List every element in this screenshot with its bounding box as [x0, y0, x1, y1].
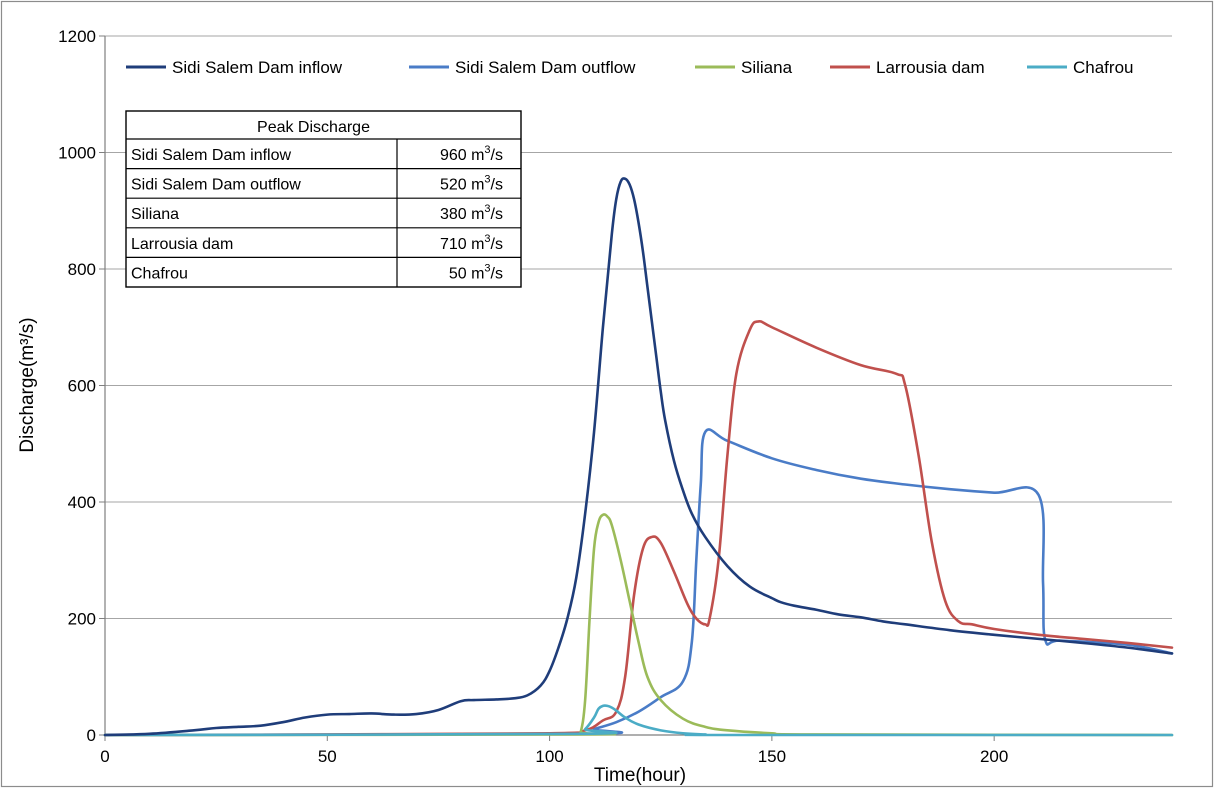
y-tick-label-1200: 1200 [58, 27, 96, 46]
y-axis-title: Discharge(m³/s) [17, 317, 38, 452]
table-cell-value: 960 m3/s [440, 144, 503, 164]
table-cell-value: 380 m3/s [440, 203, 503, 223]
legend-label-chafrou: Chafrou [1073, 58, 1133, 77]
table-border [125, 110, 522, 288]
table-cell-name: Sidi Salem Dam outflow [131, 177, 301, 194]
table-cell-value: 50 m3/s [449, 262, 503, 282]
series-line-larrousia-dam [103, 320, 1174, 737]
x-tick-label-200: 200 [980, 747, 1008, 766]
x-tick-label-100: 100 [535, 747, 563, 766]
table-cell-name: Chafrou [131, 265, 188, 282]
table-cell-name: Siliana [131, 206, 179, 223]
table-cell-name: Larrousia dam [131, 236, 233, 253]
y-tick-label-0: 0 [87, 726, 96, 745]
series-line-siliana [103, 513, 1174, 737]
legend-label-sidi-salem-dam-outflow: Sidi Salem Dam outflow [455, 58, 636, 77]
legend-label-larrousia-dam: Larrousia dam [876, 58, 985, 77]
series-line-chafrou [103, 704, 1174, 737]
y-tick-label-400: 400 [68, 493, 96, 512]
x-tick-label-0: 0 [100, 747, 109, 766]
peak-discharge-table: Peak Discharge Sidi Salem Dam inflow 960 m… [125, 110, 522, 288]
y-tick-label-1000: 1000 [58, 144, 96, 163]
x-tick-label-50: 50 [318, 747, 337, 766]
x-tick-label-150: 150 [758, 747, 786, 766]
legend-label-siliana: Siliana [741, 58, 793, 77]
series-line-sidi-salem-dam-outflow [103, 428, 1174, 737]
legend: Sidi Salem Dam inflow Sidi Salem Dam outf… [126, 58, 1133, 77]
table-cell-name: Sidi Salem Dam inflow [131, 147, 292, 164]
table-header: Peak Discharge [257, 119, 370, 136]
series-line-sidi-salem-dam-inflow [103, 177, 1174, 737]
y-tick-label-800: 800 [68, 260, 96, 279]
series-lines [103, 177, 1174, 737]
legend-label-sidi-salem-dam-inflow: Sidi Salem Dam inflow [172, 58, 343, 77]
table-cell-value: 710 m3/s [440, 233, 503, 253]
x-axis-title: Time(hour) [594, 765, 686, 786]
table-cell-value: 520 m3/s [440, 174, 503, 194]
y-tick-label-600: 600 [68, 377, 96, 396]
y-tick-label-200: 200 [68, 610, 96, 629]
